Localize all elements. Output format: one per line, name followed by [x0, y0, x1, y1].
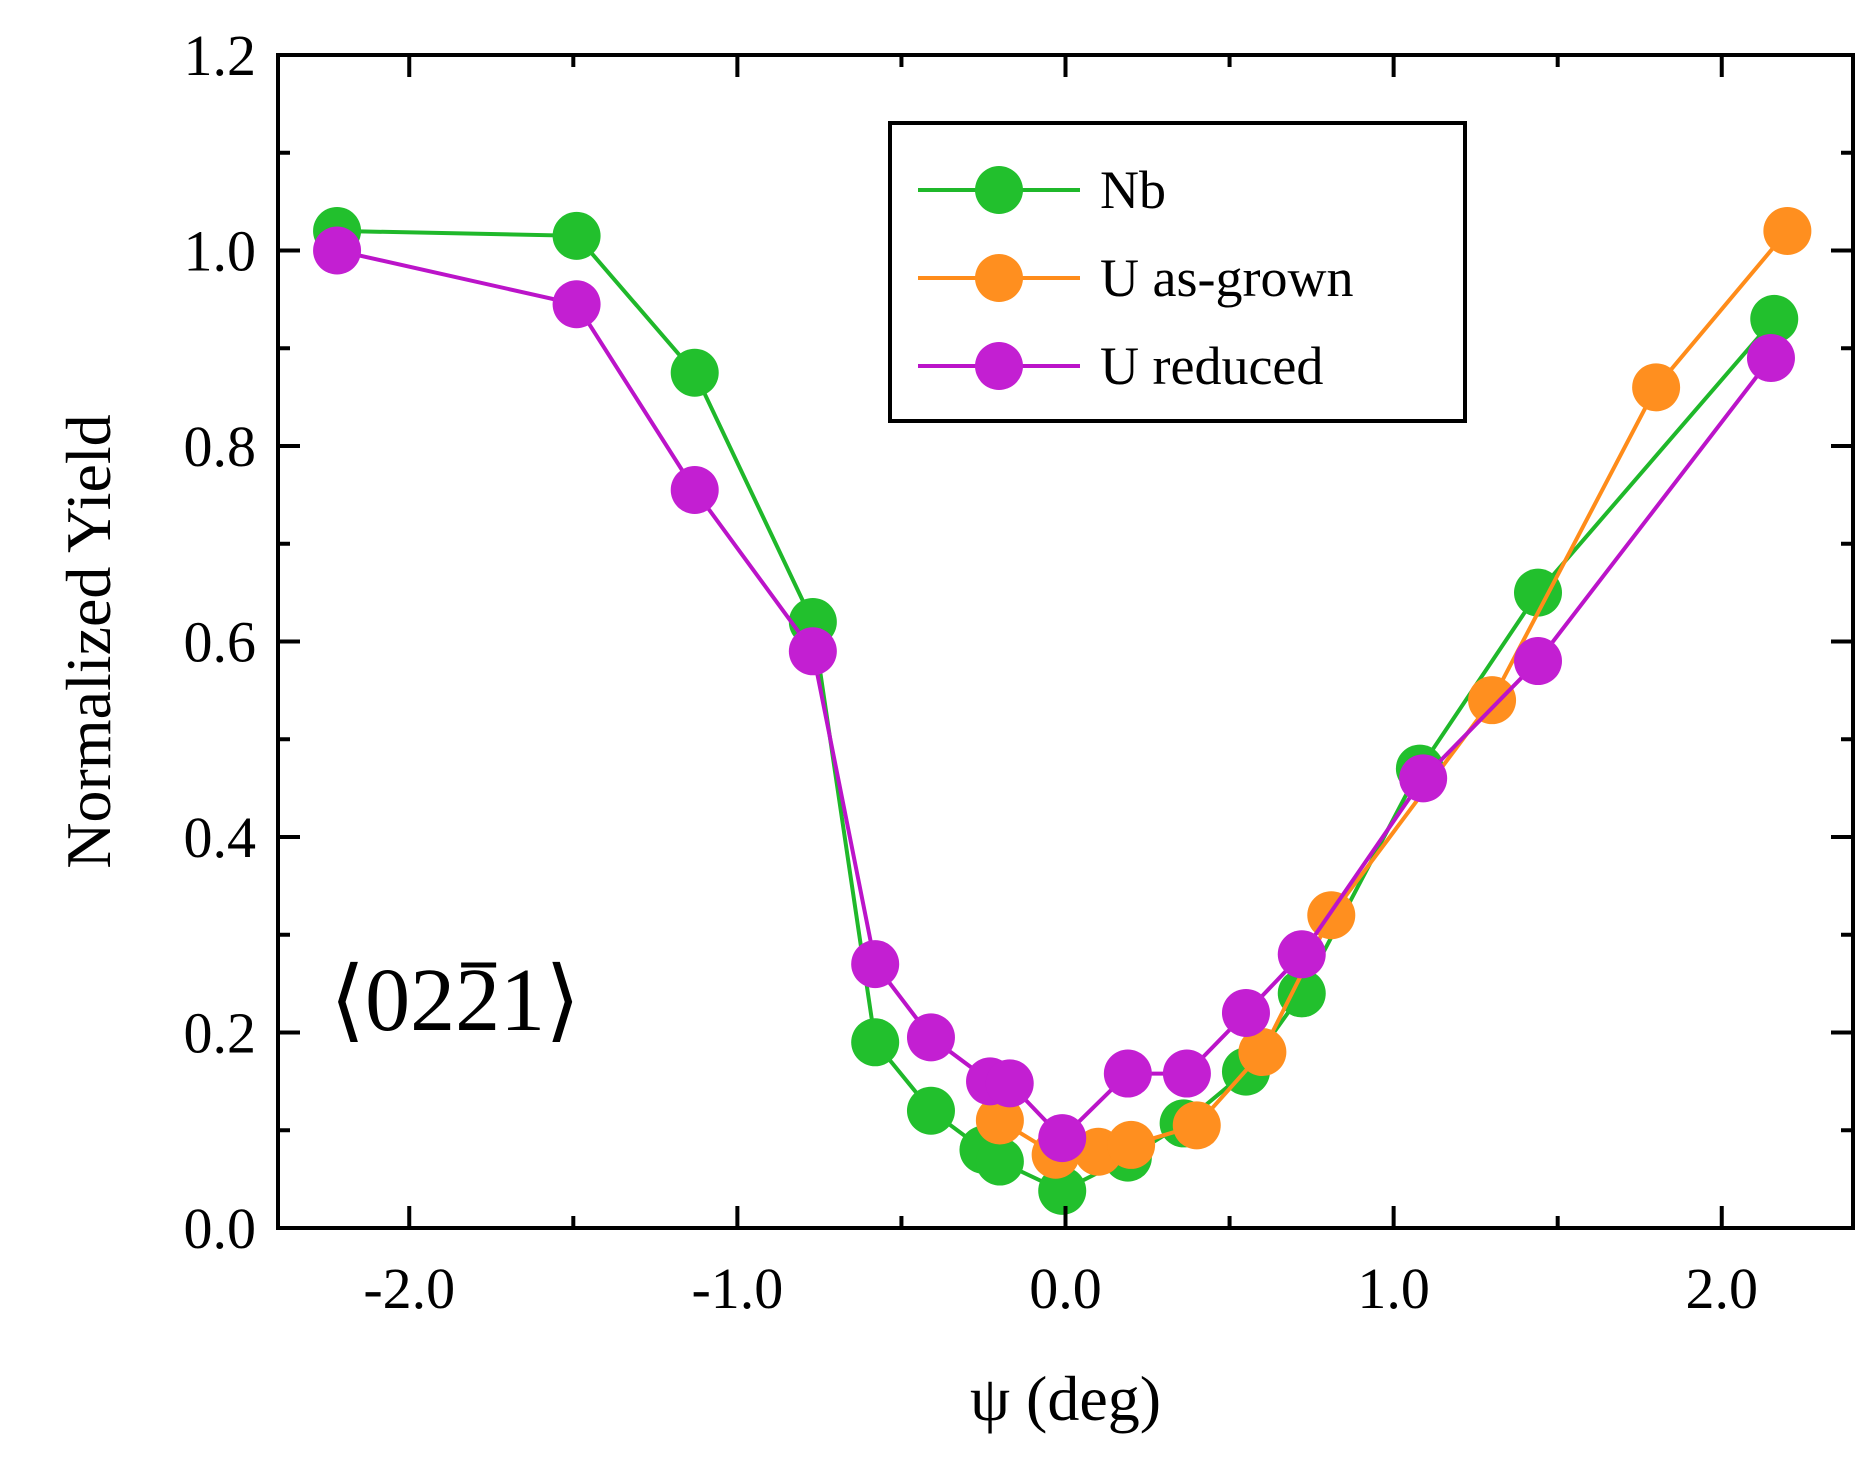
legend-marker — [975, 166, 1023, 214]
annotation-prefix: ⟨02 — [330, 951, 455, 1050]
data-point-u-reduced — [1399, 754, 1448, 803]
data-point-u-as-grown — [1632, 363, 1681, 412]
data-point-u-reduced — [788, 627, 837, 676]
data-point-nb — [1038, 1166, 1087, 1215]
x-axis-title: ψ (deg) — [970, 1363, 1161, 1434]
axis-tick-labels: -2.0 -1.0 0.0 1.0 2.0 0.0 0.2 0.4 0.6 0.8 1.0 1.2 — [184, 23, 1759, 1321]
data-point-u-as-grown — [1238, 1028, 1287, 1077]
x-tick-label: 2.0 — [1686, 1256, 1759, 1321]
y-tick-label: 0.2 — [184, 1001, 257, 1066]
legend-label: U reduced — [1100, 336, 1323, 396]
crystal-direction-annotation: ⟨0221⟩ — [330, 951, 580, 1050]
data-point-u-as-grown — [975, 1096, 1024, 1145]
series-u-reduced — [313, 226, 1795, 1163]
data-point-u-reduced — [313, 226, 362, 275]
plot-series — [313, 206, 1812, 1215]
data-point-u-reduced — [1746, 334, 1795, 383]
y-tick-label: 0.0 — [184, 1196, 257, 1261]
data-point-nb — [906, 1086, 955, 1135]
y-tick-label: 1.2 — [184, 23, 257, 88]
data-point-u-reduced — [985, 1059, 1034, 1108]
legend-label: U as-grown — [1100, 248, 1353, 308]
data-point-nb — [552, 211, 601, 260]
legend-item-u-reduced: U reduced — [918, 336, 1323, 396]
legend-item-nb: Nb — [918, 160, 1166, 220]
data-point-nb — [975, 1137, 1024, 1186]
data-point-u-reduced — [906, 1013, 955, 1062]
y-tick-label: 1.0 — [184, 219, 257, 284]
data-point-u-as-grown — [1307, 891, 1356, 940]
legend: Nb U as-grown U reduced — [888, 121, 1467, 423]
data-point-nb — [1514, 568, 1562, 617]
data-point-u-reduced — [1038, 1114, 1087, 1163]
y-axis-title: Normalized Yield — [53, 414, 124, 868]
data-point-u-reduced — [851, 940, 900, 989]
data-point-u-reduced — [1221, 988, 1270, 1037]
data-point-u-as-grown — [1172, 1101, 1221, 1150]
data-point-u-reduced — [1277, 930, 1326, 979]
x-tick-label: -2.0 — [363, 1256, 455, 1321]
data-point-u-as-grown — [1468, 676, 1517, 725]
y-tick-label: 0.4 — [184, 805, 257, 870]
legend-marker — [975, 342, 1023, 390]
legend-label: Nb — [1100, 160, 1166, 220]
data-point-u-reduced — [670, 465, 719, 514]
data-point-u-reduced — [1103, 1049, 1152, 1098]
data-point-u-reduced — [1514, 637, 1562, 686]
x-tick-label: 0.0 — [1029, 1256, 1102, 1321]
data-point-u-reduced — [552, 280, 601, 329]
data-point-nb — [851, 1018, 900, 1067]
data-point-nb — [1750, 294, 1799, 343]
series-line-nb — [337, 228, 1776, 1194]
legend-marker — [975, 254, 1023, 302]
legend-item-u-as-grown: U as-grown — [918, 248, 1353, 308]
data-point-nb — [1277, 969, 1326, 1018]
y-tick-label: 0.8 — [184, 414, 257, 479]
axis-ticks — [278, 53, 1853, 1230]
data-point-u-as-grown — [1763, 206, 1812, 255]
data-point-nb — [670, 348, 719, 397]
series-line-u-reduced — [336, 248, 1773, 1141]
x-tick-label: -1.0 — [691, 1256, 783, 1321]
annotation-text: ⟨0221⟩ — [330, 951, 580, 1050]
y-tick-label: 0.6 — [184, 610, 257, 675]
data-point-u-reduced — [1162, 1049, 1211, 1098]
data-point-u-as-grown — [1107, 1120, 1156, 1169]
x-tick-label: 1.0 — [1357, 1256, 1430, 1321]
annotation-suffix: 1⟩ — [500, 951, 580, 1050]
